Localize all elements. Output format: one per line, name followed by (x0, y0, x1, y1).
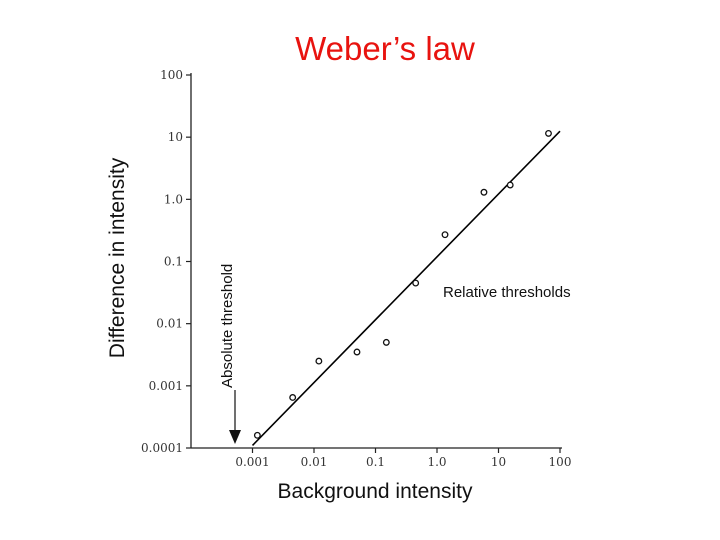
y-tick-label: 0.1 (164, 255, 183, 269)
data-point (480, 188, 488, 196)
data-point (382, 338, 390, 346)
x-tick-label: 0.001 (235, 455, 269, 469)
x-tick-label: 0.01 (301, 455, 328, 469)
relative-thresholds-label: Relative thresholds (443, 284, 571, 301)
x-tick-label: 0.1 (366, 455, 385, 469)
data-point (545, 129, 552, 137)
annotations: Absolute threshold Relative thresholds (219, 264, 571, 444)
absolute-threshold-arrowhead (229, 430, 241, 444)
data-point (506, 181, 514, 189)
y-tick-label: 100 (160, 68, 183, 82)
absolute-threshold-label: Absolute threshold (219, 264, 236, 388)
y-tick-label: 10 (168, 130, 183, 144)
y-tick-label: 1.0 (164, 192, 183, 206)
data-point (441, 231, 449, 239)
data-point (353, 348, 361, 356)
x-tick-label: 100 (549, 455, 572, 469)
data-points (253, 129, 552, 439)
data-point (412, 279, 420, 287)
y-tick-label: 0.001 (149, 379, 183, 393)
axes (190, 73, 562, 449)
y-tick-label: 0.0001 (141, 441, 183, 455)
x-tick-label: 10 (491, 455, 506, 469)
data-point (253, 431, 261, 439)
x-tick-label: 1.0 (427, 455, 446, 469)
ticks: 0.001 0.01 0.1 1.0 10 100 0.0001 0.001 0.01 0.1 1.… (141, 68, 571, 469)
data-point (289, 394, 297, 401)
data-point (315, 357, 323, 365)
y-axis-title: Difference in intensity (106, 157, 129, 358)
chart-title: Weber’s law (295, 30, 475, 67)
y-tick-label: 0.01 (156, 317, 183, 331)
x-axis-title: Background intensity (278, 480, 473, 503)
